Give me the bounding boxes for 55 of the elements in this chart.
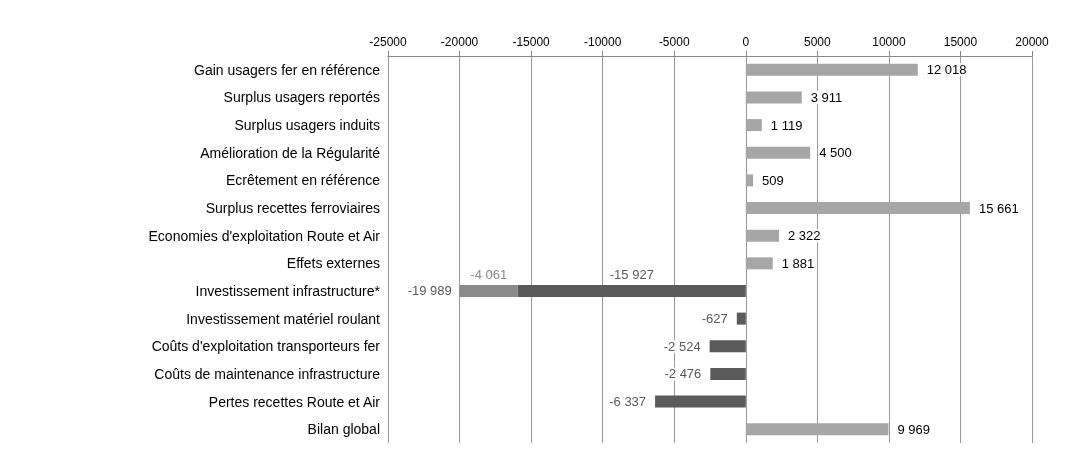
y-tick-label: Investissement matériel roulant [186,310,381,327]
bar [745,423,889,436]
data-label: 1 119 [770,117,803,133]
x-tick-label: 0 [742,35,750,49]
y-tick-label: Bilan global [307,421,380,438]
bar [710,367,746,380]
x-tick-label: 5000 [803,35,831,49]
x-tick-label: 20000 [1015,35,1050,49]
data-label: 2 322 [788,228,821,244]
data-label: 1 881 [781,255,815,271]
y-tick-label: Coûts de maintenance infrastructure [154,365,381,382]
bar [655,395,746,408]
bar [745,91,802,104]
data-label: -6 337 [609,394,647,410]
y-tick-label: Ecrêtement en référence [225,172,381,189]
data-label: 4 500 [819,145,852,161]
data-label: 12 018 [926,62,967,78]
y-tick-label: Effets externes [286,255,380,272]
bar [517,284,746,297]
y-tick-label: Surplus usagers induits [234,117,380,134]
y-tick-label: Surplus recettes ferroviaires [205,200,380,217]
bar [459,284,518,297]
x-tick-label: -20000 [440,35,479,49]
x-tick-label: -5000 [658,35,690,49]
data-label: 509 [762,172,784,188]
bar [709,340,746,353]
total-label: -19 989 [407,283,452,299]
y-tick-label: Gain usagers fer en référence [194,61,381,78]
bar [745,202,970,215]
data-label: -2 476 [664,366,702,382]
data-label: 3 911 [810,89,843,105]
x-tick-label: -25000 [369,35,407,49]
data-label: -2 524 [663,338,701,354]
bar [745,119,762,132]
bar [745,257,773,270]
y-tick-label: Amélioration de la Régularité [200,144,381,161]
bar [745,174,754,187]
data-label: -15 927 [609,266,654,282]
x-tick-label: 10000 [872,35,906,49]
y-tick-label: Pertes recettes Route et Air [208,393,381,410]
x-tick-label: -10000 [583,35,622,49]
data-label: 15 661 [978,200,1019,216]
data-label: 9 969 [897,421,930,437]
data-label: -627 [701,311,728,327]
y-tick-label: Economies d'exploitation Route et Air [148,227,381,244]
bar [736,312,746,325]
bar [745,146,811,159]
y-tick-label: Surplus usagers reportés [223,89,380,106]
y-tick-label: Investissement infrastructure* [195,282,381,299]
data-label: -4 061 [470,266,508,282]
y-tick-label: Coûts d'exploitation transporteurs fer [151,338,381,355]
x-tick-label: 15000 [943,35,978,49]
x-tick-label: -15000 [512,35,551,49]
bar [745,229,780,242]
bar [745,63,918,76]
